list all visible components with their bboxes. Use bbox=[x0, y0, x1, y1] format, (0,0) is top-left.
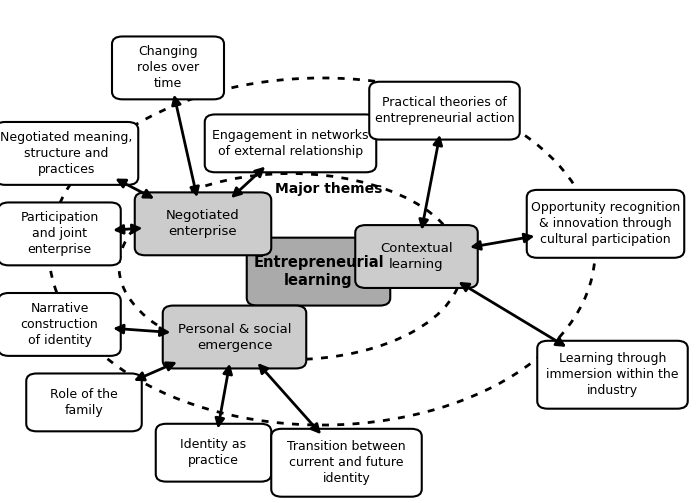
Text: Negotiated meaning,
structure and
practices: Negotiated meaning, structure and practi… bbox=[0, 131, 133, 176]
FancyBboxPatch shape bbox=[0, 203, 120, 266]
Text: Negotiated
enterprise: Negotiated enterprise bbox=[166, 209, 240, 238]
FancyBboxPatch shape bbox=[271, 429, 421, 497]
FancyBboxPatch shape bbox=[538, 341, 687, 408]
FancyBboxPatch shape bbox=[247, 238, 391, 306]
Text: Role of the
family: Role of the family bbox=[50, 388, 118, 417]
Text: Opportunity recognition
& innovation through
cultural participation: Opportunity recognition & innovation thr… bbox=[531, 201, 680, 246]
FancyBboxPatch shape bbox=[26, 373, 141, 431]
Text: Identity as
practice: Identity as practice bbox=[181, 438, 246, 467]
Text: Transition between
current and future
identity: Transition between current and future id… bbox=[287, 440, 406, 485]
FancyBboxPatch shape bbox=[370, 82, 519, 140]
FancyBboxPatch shape bbox=[155, 424, 271, 482]
Text: Changing
roles over
time: Changing roles over time bbox=[137, 45, 199, 91]
FancyBboxPatch shape bbox=[355, 225, 477, 288]
Text: Narrative
construction
of identity: Narrative construction of identity bbox=[20, 302, 99, 347]
Text: Entrepreneurial
learning: Entrepreneurial learning bbox=[253, 255, 384, 288]
Text: Contextual
learning: Contextual learning bbox=[380, 242, 453, 271]
Text: Practical theories of
entrepreneurial action: Practical theories of entrepreneurial ac… bbox=[374, 96, 514, 125]
FancyBboxPatch shape bbox=[112, 37, 224, 100]
Text: Engagement in networks
of external relationship: Engagement in networks of external relat… bbox=[212, 129, 369, 158]
FancyBboxPatch shape bbox=[0, 122, 139, 185]
FancyBboxPatch shape bbox=[134, 193, 271, 256]
FancyBboxPatch shape bbox=[163, 306, 307, 368]
FancyBboxPatch shape bbox=[204, 115, 377, 173]
FancyBboxPatch shape bbox=[526, 190, 685, 258]
Text: Personal & social
emergence: Personal & social emergence bbox=[178, 322, 291, 352]
Text: Participation
and joint
enterprise: Participation and joint enterprise bbox=[20, 211, 99, 257]
Text: Learning through
immersion within the
industry: Learning through immersion within the in… bbox=[546, 352, 679, 397]
FancyBboxPatch shape bbox=[0, 293, 120, 356]
Text: Major themes: Major themes bbox=[275, 182, 383, 196]
